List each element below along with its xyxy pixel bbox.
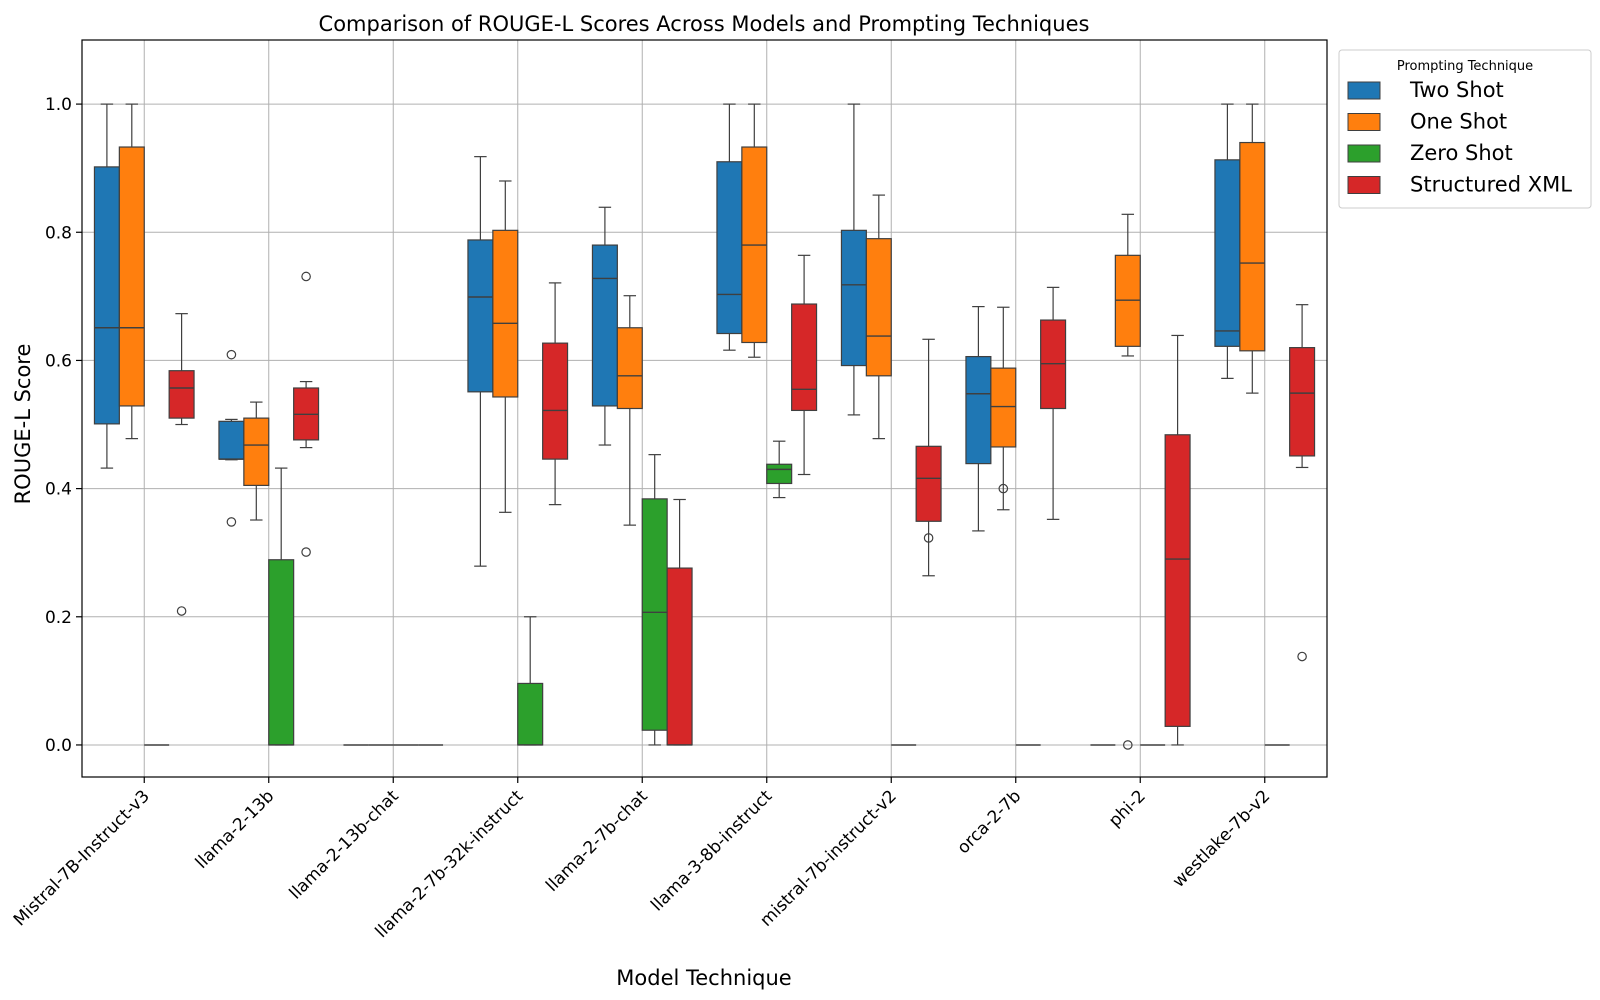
box-iqr — [168, 370, 195, 419]
box-iqr — [1164, 434, 1191, 727]
box-iqr — [641, 498, 668, 731]
box-3-2 — [517, 616, 544, 746]
box-1-1 — [243, 401, 270, 521]
box-iqr — [965, 355, 992, 465]
box-7-0 — [965, 306, 992, 532]
y-axis-label: ROUGE-L Score — [11, 344, 35, 505]
box-iqr — [840, 229, 867, 367]
box-iqr — [517, 682, 544, 746]
box-1-0 — [218, 349, 245, 527]
box-5-3 — [791, 254, 818, 476]
box-iqr — [666, 567, 693, 746]
box-iqr — [542, 342, 569, 460]
legend: Prompting Technique Two Shot One Shot Zero… — [1338, 49, 1592, 209]
box-iqr — [467, 239, 494, 393]
box-iqr — [716, 161, 743, 335]
box-iqr — [218, 420, 245, 460]
outlier-point — [1297, 651, 1307, 662]
y-tick-label: 0.0 — [45, 736, 72, 756]
box-3-0 — [467, 156, 494, 567]
box-3-1 — [492, 180, 519, 513]
box-iqr — [990, 367, 1017, 448]
outlier-point — [998, 483, 1009, 494]
legend-entry-label: Zero Shot — [1410, 141, 1513, 165]
legend-entry-label: One Shot — [1410, 110, 1507, 134]
legend-swatch — [1347, 81, 1381, 100]
plot-frame — [81, 39, 1328, 778]
box-4-1 — [616, 295, 643, 526]
box-9-0 — [1214, 103, 1241, 379]
box-iqr — [915, 445, 942, 522]
box-7-3 — [1040, 286, 1067, 520]
box-iqr — [118, 146, 145, 407]
y-tick-label: 0.4 — [45, 480, 72, 500]
legend-title: Prompting Technique — [1397, 59, 1533, 74]
box-iqr — [93, 166, 120, 425]
box-iqr — [268, 559, 295, 746]
outlier-point — [301, 271, 311, 282]
y-tick-label: 1.0 — [45, 95, 72, 115]
chart-title: Comparison of ROUGE-L Scores Across Mode… — [319, 12, 1090, 36]
box-iqr — [1214, 159, 1241, 347]
box-6-1 — [865, 194, 892, 440]
outlier-point — [176, 606, 187, 616]
y-tick-label: 0.2 — [45, 608, 72, 628]
box-5-2 — [766, 440, 793, 499]
x-axis-label: Model Technique — [616, 966, 791, 990]
box-iqr — [591, 244, 618, 407]
box-8-3 — [1164, 334, 1191, 746]
outlier-point — [301, 547, 311, 557]
legend-swatch — [1347, 176, 1381, 194]
legend-frame — [1338, 49, 1592, 209]
box-4-2 — [641, 454, 668, 746]
box-iqr — [1239, 141, 1266, 352]
box-0-1 — [118, 103, 145, 440]
outlier-point — [226, 517, 237, 527]
legend-swatch — [1347, 144, 1381, 163]
box-7-1 — [990, 306, 1017, 511]
outlier-point — [226, 349, 237, 360]
legend-entry-label: Structured XML — [1410, 173, 1572, 197]
legend-entry-label: Two Shot — [1409, 78, 1504, 102]
box-5-1 — [741, 103, 768, 358]
box-1-2 — [268, 467, 295, 746]
legend-items: Two Shot One Shot Zero Shot Structured XML — [1347, 78, 1572, 197]
box-5-0 — [716, 103, 743, 351]
box-9-1 — [1239, 103, 1266, 394]
box-iqr — [791, 303, 818, 412]
box-iqr — [865, 238, 892, 377]
legend-swatch — [1347, 113, 1381, 131]
box-6-3 — [915, 338, 942, 577]
box-0-0 — [93, 103, 120, 469]
y-tick-label: 0.6 — [45, 351, 72, 371]
box-4-3 — [666, 498, 693, 746]
box-iqr — [1289, 347, 1316, 457]
box-3-3 — [542, 282, 569, 506]
box-iqr — [243, 417, 270, 487]
box-iqr — [492, 229, 519, 398]
box-4-0 — [591, 206, 618, 446]
box-iqr — [616, 327, 643, 410]
outlier-point — [923, 533, 934, 543]
box-iqr — [766, 463, 793, 485]
box-9-3 — [1289, 304, 1316, 662]
y-tick-label: 0.8 — [45, 223, 72, 243]
box-8-1 — [1114, 213, 1141, 750]
box-1-3 — [293, 271, 320, 557]
box-0-3 — [168, 313, 195, 616]
outlier-point — [1123, 740, 1133, 750]
